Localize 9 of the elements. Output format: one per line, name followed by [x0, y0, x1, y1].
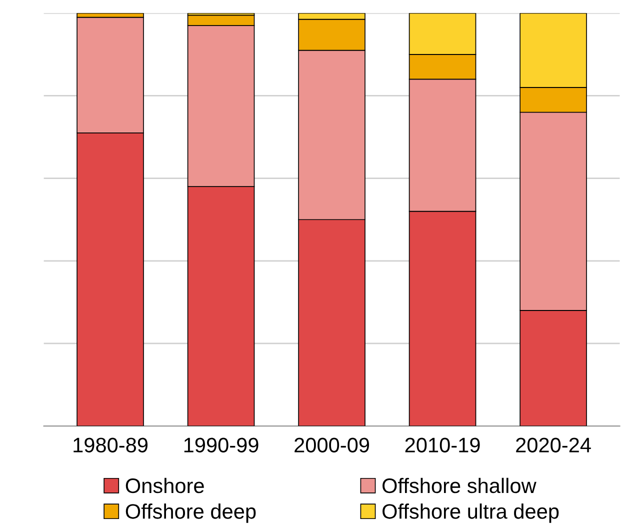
x-tick-label: 2010-19	[405, 438, 480, 452]
legend-label: Onshore	[126, 478, 204, 494]
x-tick-label: 1990-99	[184, 438, 258, 452]
legend-label: Offshore ultra deep	[382, 504, 559, 523]
x-tick-label: 2020-24	[516, 438, 591, 452]
legend-label: Offshore deep	[126, 504, 256, 523]
x-tick-label: 2000-09	[294, 438, 370, 452]
legend-label: Offshore shallow	[382, 478, 536, 494]
x-tick-label: 1980-89	[74, 438, 148, 452]
